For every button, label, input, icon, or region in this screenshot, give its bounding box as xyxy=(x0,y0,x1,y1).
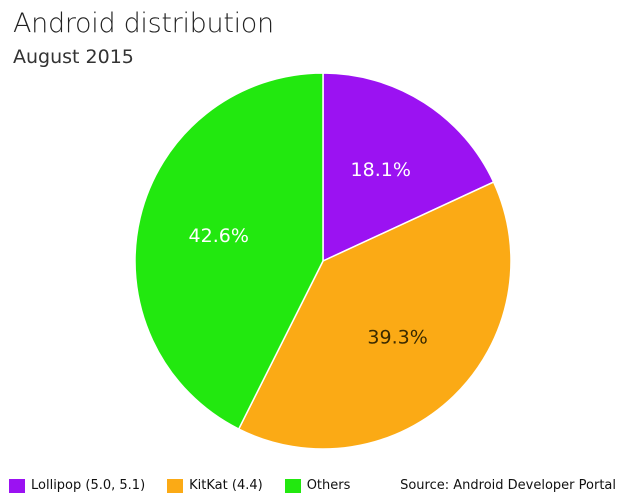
legend-swatch-kitkat xyxy=(167,478,184,493)
legend-item-lollipop[interactable]: Lollipop (5.0, 5.1) xyxy=(9,478,145,493)
pie-slice-kitkat[interactable] xyxy=(237,181,512,450)
legend-label-kitkat: KitKat (4.4) xyxy=(189,478,263,493)
source-note: Source: Android Developer Portal xyxy=(400,478,616,493)
slice-label-kitkat: 39.3% xyxy=(367,326,427,348)
legend: Lollipop (5.0, 5.1) KitKat (4.4) Others xyxy=(9,478,372,493)
legend-label-others: Others xyxy=(306,478,351,493)
legend-item-kitkat[interactable]: KitKat (4.4) xyxy=(167,478,263,493)
legend-swatch-others xyxy=(284,478,301,493)
pie-slice-lollipop[interactable] xyxy=(322,72,495,263)
chart-title: Android distribution xyxy=(13,8,274,39)
slice-label-lollipop: 18.1% xyxy=(351,159,411,181)
legend-swatch-lollipop xyxy=(9,478,25,493)
legend-label-lollipop: Lollipop (5.0, 5.1) xyxy=(31,478,146,493)
pie-slice-others[interactable] xyxy=(134,72,324,431)
legend-item-others[interactable]: Others xyxy=(284,478,351,493)
slice-label-others: 42.6% xyxy=(189,225,249,247)
pie-chart: 18.1% 39.3% 42.6% xyxy=(134,72,512,450)
chart-subtitle: August 2015 xyxy=(13,46,134,68)
